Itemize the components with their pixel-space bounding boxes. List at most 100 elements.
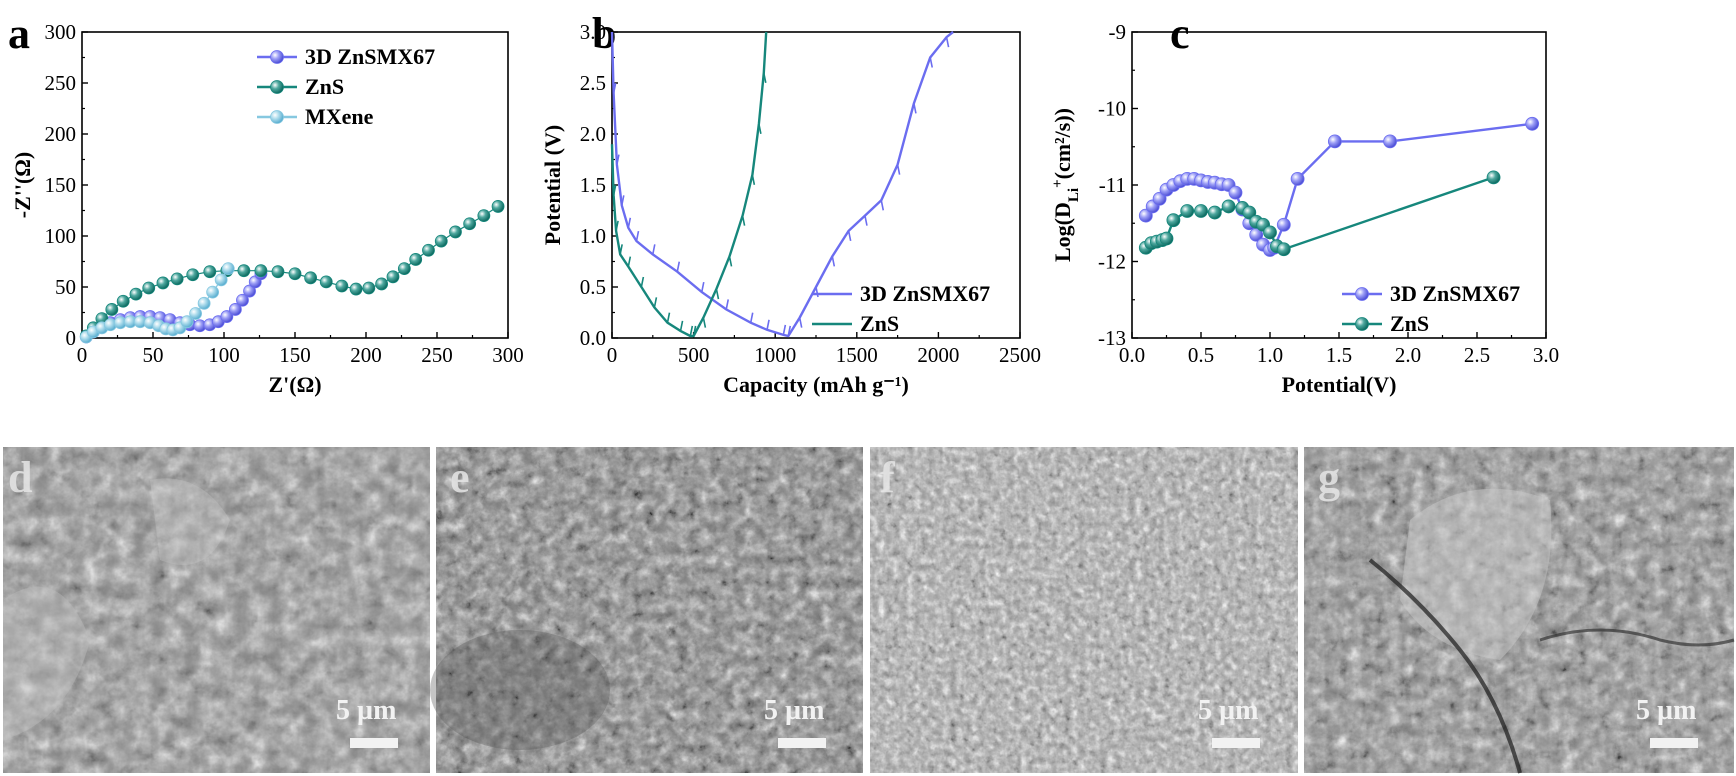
panel-label-a: a (8, 9, 30, 58)
data-point (1228, 185, 1243, 200)
data-point (254, 264, 268, 278)
y-tick-label: 250 (45, 71, 77, 95)
sem-image-d: d 5 µm (3, 447, 430, 773)
relaxation-tick (700, 281, 705, 293)
relaxation-tick (627, 256, 632, 267)
data-point (491, 200, 505, 213)
y-tick-label: 2.0 (580, 122, 606, 146)
data-point (243, 284, 256, 298)
y-tick-label: 50 (55, 275, 76, 299)
chart-a-nyquist: 0 50 100 150 200 250 300 0 50 100 150 200 250 300 Z'(Ω… (10, 20, 524, 397)
data-point (1486, 170, 1501, 185)
sem-image-e-label: e (450, 453, 470, 502)
relaxation-tick (787, 325, 792, 337)
data-point (362, 281, 376, 295)
sem-image-e-texture (436, 447, 863, 773)
series-line (610, 31, 768, 338)
data-point (170, 272, 184, 286)
relaxation-tick (679, 320, 684, 332)
sem-image-e-scale-text: 5 µm (764, 695, 824, 726)
relaxation-tick (615, 220, 619, 232)
data-point (1263, 225, 1277, 240)
data-point (1180, 204, 1195, 218)
sem-image-g: g 5 µm (1304, 447, 1735, 774)
y-axis-label: -Z''(Ω) (10, 152, 35, 219)
x-tick-label: 0 (607, 343, 618, 367)
x-tick-label: 0.5 (1188, 343, 1214, 367)
data-point (220, 310, 234, 323)
relaxation-tick (945, 36, 950, 48)
x-tick-label: 0 (77, 343, 88, 367)
legend: 3D ZnSMX67 ZnS (1342, 281, 1520, 336)
data-point (214, 273, 228, 287)
relaxation-tick (612, 185, 617, 196)
data-point (1207, 205, 1222, 220)
sem-image-d-texture (3, 447, 430, 773)
y-tick-label: 3.0 (580, 20, 606, 44)
data-point (1290, 171, 1305, 186)
relaxation-tick (798, 317, 803, 328)
data-point (203, 265, 217, 279)
y-tick-label: 200 (45, 122, 77, 146)
y-tick-label: -11 (1099, 173, 1126, 197)
data-point (228, 303, 242, 316)
data-point (422, 243, 435, 257)
relaxation-tick (864, 215, 868, 226)
y-tick-label: 1.5 (580, 173, 606, 197)
relaxation-tick (666, 312, 671, 323)
relaxation-tick (782, 324, 787, 336)
legend-swatch-marker (270, 80, 284, 94)
legend-label: ZnS (860, 311, 899, 336)
y-tick-label: 0 (66, 326, 77, 350)
data-point (1152, 191, 1167, 206)
relaxation-tick (758, 123, 762, 134)
data-point (335, 279, 349, 293)
x-tick-label: 2500 (999, 343, 1041, 367)
legend-label: 3D ZnSMX67 (305, 44, 435, 69)
relaxation-tick (880, 200, 885, 211)
panel-label-c: c (1170, 9, 1190, 58)
data-point (1159, 231, 1174, 246)
legend-swatch-marker (1355, 317, 1369, 331)
data-point (1383, 134, 1397, 149)
sem-image-f-scale-text: 5 µm (1198, 695, 1258, 726)
data-point (1327, 134, 1342, 149)
series-zns_smx67 (1138, 116, 1540, 257)
relaxation-tick (653, 297, 658, 308)
data-point (1525, 116, 1540, 131)
data-point (434, 234, 448, 248)
data-point (1276, 217, 1291, 232)
x-tick-label: 1500 (836, 343, 878, 367)
relaxation-tick (689, 325, 694, 337)
y-axis-label: Log(DLi+(cm²/s)) (1050, 108, 1082, 262)
data-point (1276, 242, 1291, 257)
x-tick-label: 2.5 (1464, 343, 1490, 367)
data-point (1138, 208, 1153, 223)
data-point (386, 270, 400, 284)
relaxation-tick (616, 154, 620, 165)
legend-label: MXene (305, 104, 374, 129)
sem-image-f-texture (870, 447, 1298, 773)
x-axis-label: Capacity (mAh g⁻¹) (723, 372, 909, 397)
x-tick-label: 1.5 (1326, 343, 1352, 367)
y-axis-label: Potential (V) (540, 125, 565, 245)
data-point (271, 265, 285, 279)
legend-label: 3D ZnSMX67 (860, 281, 990, 306)
relaxation-tick (635, 230, 640, 242)
data-point (189, 307, 203, 320)
relaxation-tick (762, 72, 767, 83)
series-mxene (79, 262, 235, 344)
relaxation-tick (627, 217, 632, 228)
relaxation-tick (621, 195, 625, 206)
sem-image-g-crack (1368, 558, 1522, 774)
x-tick-label: 2000 (917, 343, 959, 367)
data-point (1166, 213, 1181, 228)
y-tick-label: -9 (1109, 20, 1127, 44)
sem-image-e-shadow (430, 630, 610, 750)
relaxation-tick (612, 83, 617, 94)
data-point (397, 262, 411, 276)
x-axis-label: Z'(Ω) (268, 372, 321, 397)
x-tick-label: 0.0 (1119, 343, 1145, 367)
relaxation-tick (652, 244, 656, 255)
